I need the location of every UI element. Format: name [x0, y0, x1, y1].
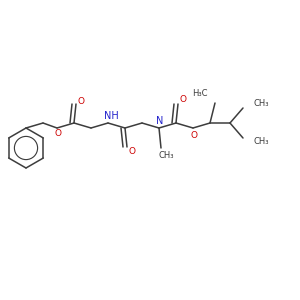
Text: CH₃: CH₃ — [253, 98, 268, 107]
Text: O: O — [128, 146, 136, 155]
Text: H₃C: H₃C — [193, 89, 208, 98]
Text: O: O — [55, 130, 62, 139]
Text: NH: NH — [103, 111, 118, 121]
Text: CH₃: CH₃ — [158, 152, 174, 160]
Text: O: O — [190, 130, 197, 140]
Text: O: O — [179, 95, 187, 104]
Text: CH₃: CH₃ — [253, 137, 268, 146]
Text: O: O — [77, 97, 85, 106]
Text: N: N — [156, 116, 164, 126]
